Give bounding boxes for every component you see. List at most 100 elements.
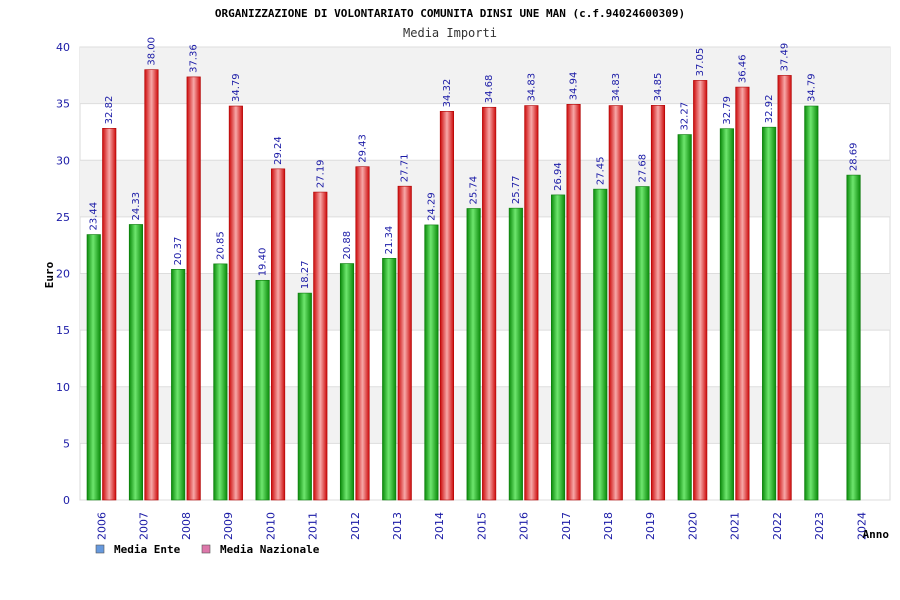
legend-label: Media Ente [114,543,181,556]
data-label: 37.49 [780,43,791,72]
chart-subtitle: Media Importi [403,26,497,40]
y-tick-label: 0 [63,494,70,507]
bar-media-ente [255,279,270,501]
data-label: 20.88 [342,231,353,260]
data-label: 27.19 [315,159,326,188]
data-label: 34.68 [484,75,495,104]
data-label: 34.79 [806,73,817,102]
data-label: 19.40 [258,248,269,277]
bar-media-ente [551,194,566,501]
bar-media-ente [508,207,523,501]
bar-media-nazionale [693,80,708,501]
data-label: 24.29 [426,192,437,221]
y-tick-label: 20 [56,268,70,281]
data-label: 32.82 [104,96,115,125]
legend-swatch [201,544,211,554]
x-tick-label: 2021 [729,512,742,540]
data-label: 27.71 [400,154,411,183]
bar-media-nazionale [439,111,454,501]
bar-media-nazionale [482,106,497,501]
bar-media-nazionale [102,128,117,501]
bar-media-ente [297,292,312,501]
bar-media-nazionale [566,104,581,501]
x-tick-label: 2013 [391,512,404,540]
data-label: 29.24 [273,136,284,165]
bar-media-ente [846,174,861,501]
y-tick-label: 5 [63,437,70,450]
bar-media-ente [466,208,481,501]
bar-media-nazionale [650,105,666,501]
x-axis-label: Anno [863,528,890,541]
x-tick-label: 2010 [264,512,277,540]
bar-media-nazionale [608,105,623,501]
bar-media-ente [635,186,650,501]
data-label: 27.45 [595,156,606,185]
data-label: 38.00 [146,37,157,66]
bar-media-ente [804,105,819,501]
y-tick-label: 25 [56,211,70,224]
data-label: 18.27 [300,260,311,289]
data-label: 37.05 [695,48,706,77]
bar-media-nazionale [186,76,201,501]
data-label: 26.94 [553,162,564,191]
data-label: 34.79 [231,73,242,102]
data-label: 37.36 [189,44,200,73]
bar-media-ente [213,263,228,501]
data-label: 23.44 [89,202,100,231]
bar-media-ente [593,188,608,501]
data-label: 24.33 [131,192,142,221]
data-label: 20.37 [173,237,184,266]
data-label: 28.69 [849,142,860,171]
x-tick-label: 2008 [180,512,193,540]
data-label: 32.79 [722,96,733,125]
data-label: 29.43 [358,134,369,163]
x-tick-label: 2015 [475,512,488,540]
y-tick-label: 35 [56,98,70,111]
x-tick-label: 2009 [222,512,235,540]
x-tick-label: 2023 [813,512,826,540]
x-tick-label: 2024 [855,512,868,540]
bar-media-ente [762,126,777,501]
bar-media-nazionale [144,69,159,501]
data-label: 27.68 [637,154,648,183]
bar-media-nazionale [313,191,328,501]
bar-media-ente [382,258,397,501]
bar-media-nazionale [228,105,243,501]
bar-media-nazionale [271,168,286,501]
bar-media-nazionale [735,86,750,501]
x-tick-label: 2019 [644,512,657,540]
x-tick-label: 2016 [518,512,531,540]
bar-media-ente [339,263,355,501]
bar-media-nazionale [524,105,539,501]
bar-media-nazionale [777,75,792,501]
bar-media-nazionale [355,166,370,501]
x-tick-label: 2014 [433,512,446,540]
data-label: 32.92 [764,95,775,124]
x-tick-label: 2022 [771,512,784,540]
grid-band [80,47,890,104]
x-tick-label: 2012 [349,512,362,540]
bar-media-ente [719,128,734,501]
data-label: 34.83 [611,73,622,102]
bar-media-ente [86,234,101,501]
y-tick-label: 40 [56,41,70,54]
x-tick-label: 2007 [138,512,151,540]
x-tick-label: 2011 [307,512,320,540]
data-label: 20.85 [215,231,226,260]
data-label: 21.34 [384,226,395,255]
bar-media-nazionale [397,185,412,501]
legend-label: Media Nazionale [220,543,320,556]
data-label: 25.74 [469,176,480,205]
y-axis-label: Euro [43,261,56,288]
data-label: 34.94 [569,72,580,101]
bar-media-ente [171,269,186,501]
bar-media-ente [424,224,439,501]
legend-swatch [95,544,105,554]
x-tick-label: 2018 [602,512,615,540]
data-label: 25.77 [511,176,522,205]
bar-media-ente [128,224,144,501]
y-tick-label: 30 [56,154,70,167]
data-label: 32.27 [680,102,691,131]
y-tick-label: 15 [56,324,70,337]
chart-title: ORGANIZZAZIONE DI VOLONTARIATO COMUNITA … [215,7,685,20]
